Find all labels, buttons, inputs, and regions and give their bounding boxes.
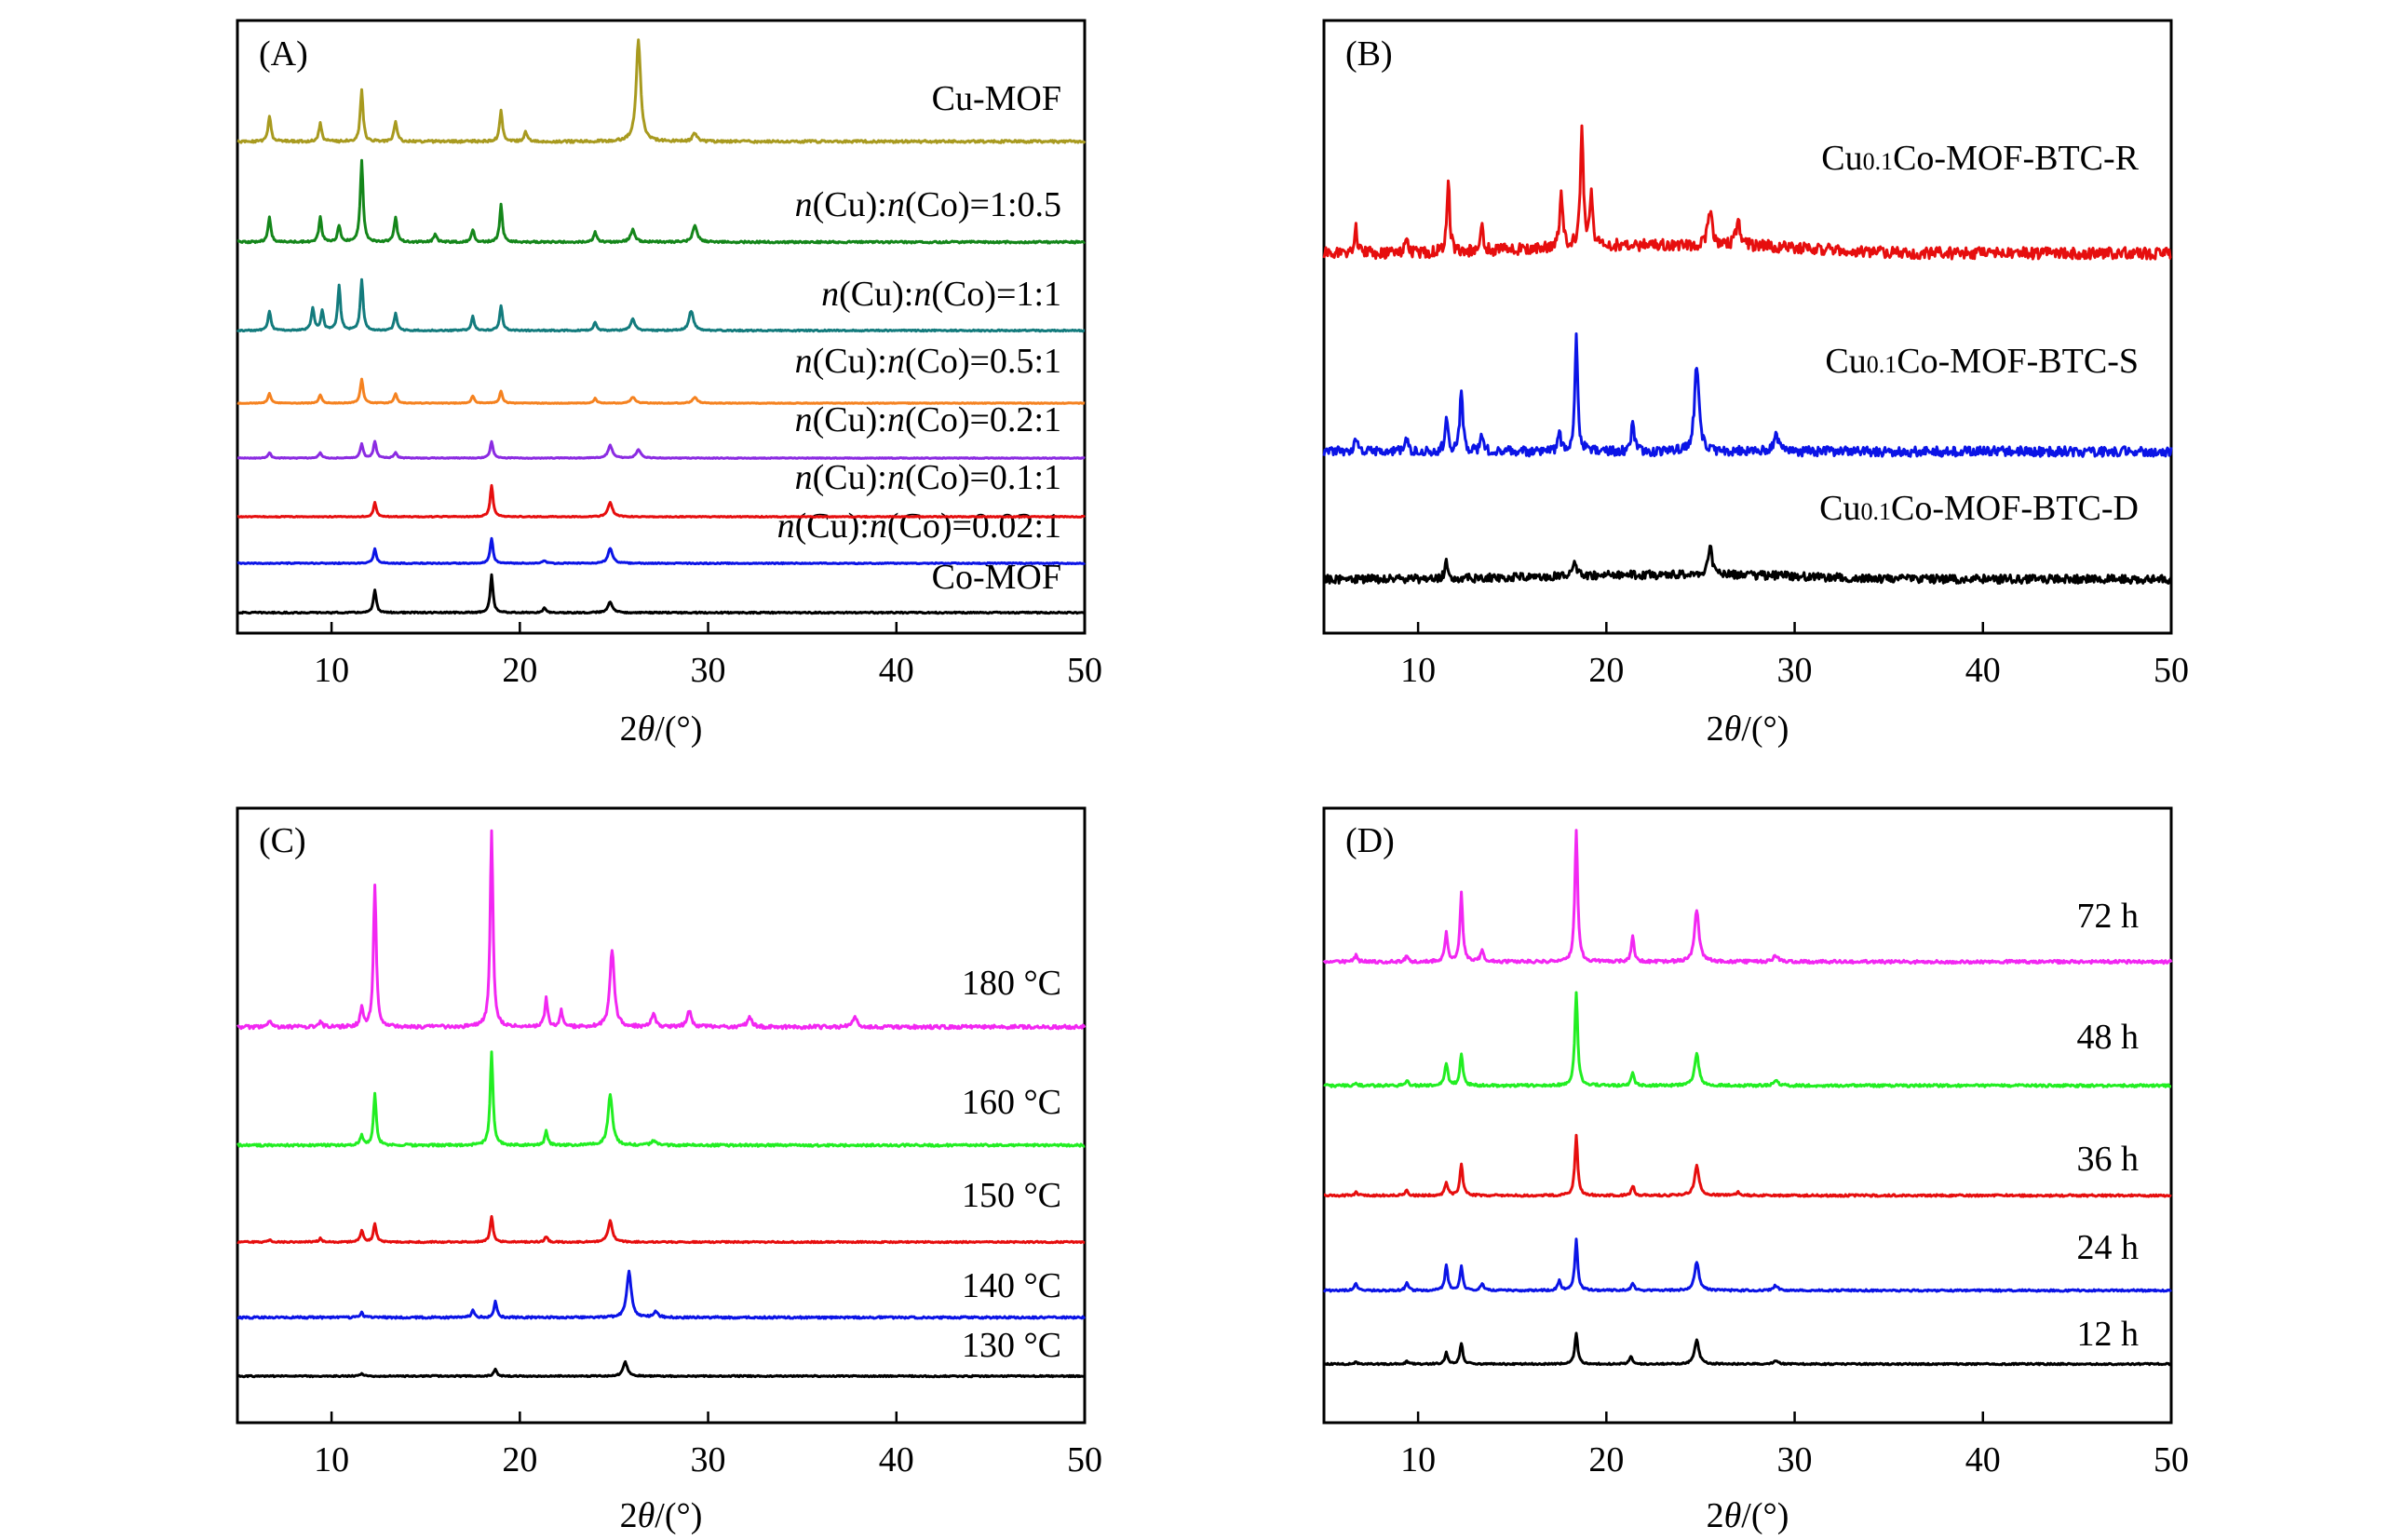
panel-d-xtick-label-40: 40	[1965, 1440, 2001, 1479]
panel-a-xtick-label-20: 20	[502, 651, 537, 690]
panel-d-ticks: 10 20 30 40 50	[1400, 1412, 2189, 1479]
panel-d-series-0	[1322, 1331, 2172, 1367]
panel-d: (D) 12 h 24 h 36 h 48 h 72 h 10 20 30 40 50 2θ/(…	[1322, 806, 2189, 1535]
panel-a-series-label-7: Cu-MOF	[932, 79, 1061, 118]
panel-a-series-6	[236, 158, 1086, 245]
panel-b-series-0	[1322, 544, 2173, 585]
panel-d-frame	[1322, 806, 2173, 1425]
panel-d-series: 12 h 24 h 36 h 48 h 72 h	[1322, 829, 2173, 1367]
panel-a-frame	[236, 19, 1087, 635]
panel-a-series-label-1: n(Cu):n(Co)=0.02:1	[777, 507, 1061, 546]
panel-d-series-label-4: 72 h	[2077, 897, 2140, 936]
panel-c-series-0	[236, 1359, 1086, 1379]
panel-a-xtick-label-50: 50	[1067, 651, 1102, 690]
panel-d-label: (D)	[1345, 821, 1395, 860]
panel-b-series: Cu0.1Co-MOF-BTC-D Cu0.1Co-MOF-BTC-S Cu0.1C…	[1322, 124, 2173, 585]
panel-d-series-label-2: 36 h	[2077, 1140, 2140, 1179]
panel-a-series-label-3: n(Cu):n(Co)=0.2:1	[795, 400, 1061, 439]
panel-c-series-label-0: 130 °C	[962, 1326, 1061, 1365]
panel-c-label: (C)	[259, 821, 306, 860]
panel-a-ticks: 10 20 30 40 50	[314, 622, 1102, 690]
panel-b: (B) Cu0.1Co-MOF-BTC-DCu0.1Co-MOF-BTC-SCu…	[1322, 19, 2189, 749]
panel-a-series-label-4: n(Cu):n(Co)=0.5:1	[795, 342, 1061, 381]
panel-b-series-1	[1322, 332, 2173, 458]
panel-b-frame	[1322, 19, 2173, 635]
panel-a-series-1	[236, 536, 1087, 566]
panel-a-series-label-5: n(Cu):n(Co)=1:1	[821, 275, 1061, 314]
panel-c-series-label-2: 150 °C	[962, 1176, 1061, 1215]
panel-c-series-3	[236, 1050, 1086, 1148]
panel-c-series-label-4: 180 °C	[962, 964, 1061, 1003]
panel-d-series-label-3: 48 h	[2077, 1018, 2140, 1057]
panel-c-xlabel: 2θ/(°)	[620, 1496, 703, 1535]
panel-b-xtick-label-10: 10	[1400, 651, 1436, 690]
panel-c-series-label-3: 160 °C	[962, 1083, 1061, 1122]
panel-a-series-4	[236, 377, 1086, 405]
panel-d-xtick-label-50: 50	[2154, 1440, 2189, 1479]
panel-c-series-4	[236, 829, 1087, 1031]
panel-d-xlabel: 2θ/(°)	[1707, 1496, 1789, 1535]
panel-b-xtick-label-20: 20	[1588, 651, 1624, 690]
panel-c-xtick-label-10: 10	[314, 1440, 349, 1479]
panel-b-series-label-1: Cu0.1Co-MOF-BTC-S	[1825, 342, 2139, 381]
panel-c-xtick-label-20: 20	[502, 1440, 537, 1479]
panel-d-xtick-label-20: 20	[1588, 1440, 1624, 1479]
panel-d-xtick-label-30: 30	[1777, 1440, 1813, 1479]
panel-a-label: (A)	[259, 34, 308, 74]
panel-c: (C) 130 °C 140 °C 150 °C 160 °C 180 °C 10 20 3…	[236, 806, 1102, 1535]
panel-c-xtick-label-30: 30	[691, 1440, 726, 1479]
panel-c-series-2	[236, 1215, 1086, 1245]
panel-d-series-label-1: 24 h	[2077, 1228, 2140, 1267]
panel-a-xtick-label-40: 40	[879, 651, 914, 690]
panel-b-series-2	[1322, 124, 2172, 261]
panel-b-label: (B)	[1345, 34, 1393, 74]
panel-c-series-1	[236, 1269, 1087, 1320]
panel-a-xlabel: 2θ/(°)	[620, 709, 703, 749]
panel-c-frame	[236, 806, 1087, 1425]
panel-b-xtick-label-40: 40	[1965, 651, 2001, 690]
panel-b-ticks: 10 20 30 40 50	[1400, 622, 2189, 690]
panel-a-series: Co-MOFn(Cu):n(Co)=0.02:1n(Cu):n(Co)=0.1:…	[236, 38, 1087, 615]
panel-c-xtick-label-40: 40	[879, 1440, 914, 1479]
panel-c-ticks: 10 20 30 40 50	[314, 1412, 1102, 1479]
panel-d-series-4	[1322, 829, 2173, 966]
panel-d-series-2	[1323, 1133, 2172, 1198]
panel-a-series-7	[236, 38, 1087, 144]
panel-b-xlabel: 2θ/(°)	[1707, 709, 1789, 749]
panel-d-series-label-0: 12 h	[2077, 1315, 2140, 1354]
panel-a-series-0	[236, 573, 1086, 615]
panel-b-series-label-2: Cu0.1Co-MOF-BTC-R	[1821, 139, 2139, 178]
panel-a-series-label-2: n(Cu):n(Co)=0.1:1	[795, 458, 1061, 497]
panel-d-xtick-label-10: 10	[1400, 1440, 1436, 1479]
panel-c-series-label-1: 140 °C	[962, 1266, 1061, 1305]
panel-a: (A) Co-MOFn(Cu):n(Co)=0.02:1n(Cu):n(Co)=…	[236, 19, 1102, 749]
panel-a-xtick-label-30: 30	[691, 651, 726, 690]
panel-a-series-3	[236, 439, 1086, 460]
panel-c-series: 130 °C 140 °C 150 °C 160 °C 180 °C	[236, 829, 1087, 1379]
panel-b-series-label-0: Cu0.1Co-MOF-BTC-D	[1819, 489, 2139, 528]
panel-b-xtick-label-30: 30	[1777, 651, 1813, 690]
panel-a-series-2	[236, 483, 1087, 519]
panel-c-xtick-label-50: 50	[1067, 1440, 1102, 1479]
panel-a-series-5	[236, 277, 1086, 333]
panel-d-series-1	[1322, 1237, 2173, 1293]
panel-a-xtick-label-10: 10	[314, 651, 349, 690]
panel-b-xtick-label-50: 50	[2154, 651, 2189, 690]
panel-a-series-label-6: n(Cu):n(Co)=1:0.5	[795, 185, 1061, 224]
panel-d-series-3	[1323, 991, 2172, 1088]
